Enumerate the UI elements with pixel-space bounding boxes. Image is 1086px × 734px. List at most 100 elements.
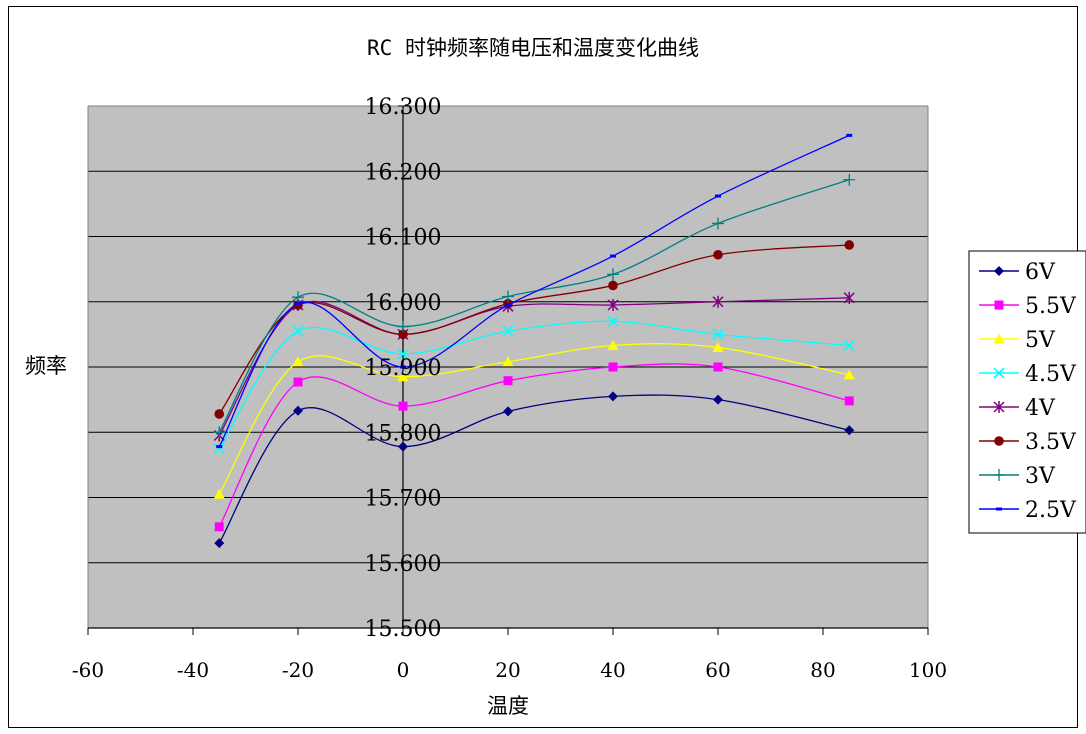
legend-item: 4.5V bbox=[979, 362, 1077, 387]
legend: 6V 5.5V 5V 4.5V 4V 3.5V 3V 2.5V bbox=[968, 250, 1086, 534]
legend-item: 3V bbox=[979, 464, 1056, 489]
data-point bbox=[502, 325, 514, 337]
data-point bbox=[712, 295, 724, 308]
y-tick-label: 15.800 bbox=[365, 421, 442, 446]
y-tick-label: 16.000 bbox=[365, 291, 442, 316]
legend-label: 6V bbox=[1025, 260, 1056, 285]
legend-item: 5.5V bbox=[979, 294, 1077, 319]
data-point bbox=[398, 401, 408, 411]
chart-title: RC 时钟频率随电压和温度变化曲线 bbox=[367, 36, 699, 60]
legend-marker bbox=[993, 401, 1005, 413]
legend-marker bbox=[996, 507, 1002, 511]
series-layer bbox=[213, 133, 856, 549]
legend-marker bbox=[994, 436, 1004, 446]
x-tick-label: -40 bbox=[177, 658, 209, 682]
data-point bbox=[843, 173, 856, 186]
data-point bbox=[844, 396, 854, 406]
legend-label: 4V bbox=[1025, 396, 1056, 421]
legend-marker bbox=[993, 333, 1005, 344]
data-point bbox=[608, 280, 618, 291]
data-point bbox=[214, 522, 224, 532]
data-point bbox=[398, 329, 408, 340]
data-point bbox=[293, 377, 303, 387]
data-point bbox=[503, 406, 513, 417]
data-point bbox=[293, 405, 303, 416]
data-point bbox=[712, 341, 724, 352]
data-point bbox=[712, 217, 724, 230]
y-tick-label: 16.200 bbox=[365, 160, 442, 185]
data-point bbox=[213, 442, 225, 455]
legend-label: 2.5V bbox=[1025, 498, 1077, 523]
data-point bbox=[713, 394, 723, 405]
legend-item: 3.5V bbox=[979, 430, 1077, 455]
data-point bbox=[400, 365, 406, 369]
x-tick-label: 0 bbox=[397, 658, 410, 682]
x-axis-label: 温度 bbox=[487, 694, 529, 718]
data-point bbox=[214, 409, 225, 419]
legend-marker bbox=[993, 469, 1005, 481]
data-point bbox=[397, 320, 409, 333]
data-point bbox=[846, 133, 853, 137]
data-point bbox=[292, 291, 304, 304]
legend-marker bbox=[994, 266, 1004, 276]
y-tick-label: 15.700 bbox=[365, 487, 442, 512]
legend-label: 3V bbox=[1025, 464, 1056, 489]
series-5V bbox=[213, 339, 855, 499]
series-3V bbox=[213, 173, 856, 439]
data-point bbox=[214, 538, 225, 549]
y-tick-label: 15.600 bbox=[365, 552, 442, 577]
data-point bbox=[607, 268, 619, 281]
y-tick-label: 15.900 bbox=[365, 356, 442, 381]
data-point bbox=[713, 249, 723, 260]
data-point bbox=[608, 362, 618, 372]
data-point bbox=[715, 194, 721, 198]
series-4.5V bbox=[213, 315, 855, 455]
data-point bbox=[295, 302, 301, 306]
data-point bbox=[843, 291, 855, 304]
legend-item: 4V bbox=[979, 396, 1056, 421]
series-6V bbox=[214, 391, 855, 549]
legend-item: 6V bbox=[979, 260, 1056, 285]
axes bbox=[87, 105, 929, 635]
legend-marker bbox=[994, 300, 1004, 310]
x-tick-label: -20 bbox=[282, 658, 314, 682]
tick-labels: 15.500 15.600 15.700 15.800 15.900 16.000 16.1… bbox=[72, 95, 947, 682]
data-point bbox=[607, 339, 619, 350]
x-tick-label: 80 bbox=[810, 658, 835, 682]
data-point bbox=[607, 299, 619, 312]
data-point bbox=[844, 425, 855, 436]
data-point bbox=[397, 348, 409, 360]
data-point bbox=[292, 325, 304, 337]
x-tick-label: 100 bbox=[909, 658, 947, 682]
data-point bbox=[843, 339, 855, 352]
series-2.5V bbox=[216, 133, 853, 449]
legend-marker bbox=[993, 367, 1005, 379]
x-tick-label: 20 bbox=[495, 658, 520, 682]
data-point bbox=[398, 441, 408, 452]
series-5.5V bbox=[214, 362, 854, 532]
y-axis-label: 频率 bbox=[25, 354, 67, 378]
y-tick-label: 16.300 bbox=[365, 95, 442, 120]
data-point bbox=[213, 426, 226, 439]
data-point bbox=[397, 371, 409, 382]
data-point bbox=[503, 376, 513, 386]
data-point bbox=[712, 328, 724, 340]
data-point bbox=[843, 369, 855, 380]
data-point bbox=[213, 488, 225, 499]
data-point bbox=[713, 362, 723, 372]
data-point bbox=[216, 445, 223, 449]
x-tick-label: 60 bbox=[705, 658, 730, 682]
y-tick-label: 15.500 bbox=[365, 617, 442, 642]
x-tick-label: 40 bbox=[600, 658, 625, 682]
data-point bbox=[502, 290, 514, 303]
x-tick-label: -60 bbox=[72, 658, 104, 682]
data-point bbox=[607, 315, 619, 327]
legend-item: 2.5V bbox=[979, 498, 1077, 523]
y-tick-label: 16.100 bbox=[365, 226, 442, 251]
data-point bbox=[502, 356, 514, 367]
legend-box bbox=[968, 250, 1086, 534]
data-point bbox=[292, 356, 304, 367]
legend-label: 5V bbox=[1025, 328, 1056, 353]
legend-label: 4.5V bbox=[1025, 362, 1077, 387]
